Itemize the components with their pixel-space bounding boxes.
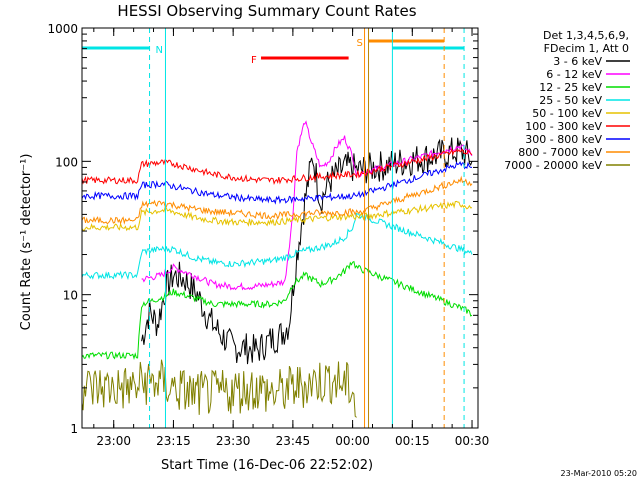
legend-entry-label: 800 - 7000 keV	[518, 146, 602, 159]
band-label-f: F	[251, 55, 257, 66]
timestamp: 23-Mar-2010 05:20	[561, 469, 638, 478]
legend-header-2: FDecim 1, Att 0	[544, 42, 629, 55]
series-line-1	[141, 137, 473, 365]
x-tick-label: 23:15	[156, 434, 191, 448]
legend-entry-label: 12 - 25 keV	[539, 81, 602, 94]
legend-entry-label: 300 - 800 keV	[525, 133, 602, 146]
x-tick-label: 00:30	[455, 434, 490, 448]
x-tick-label: 23:45	[276, 434, 311, 448]
x-axis-label: Start Time (16-Dec-06 22:52:02)	[161, 458, 373, 473]
x-tick-label: 00:15	[395, 434, 430, 448]
legend: Det 1,3,4,5,6,9,FDecim 1, Att 03 - 6 keV…	[504, 29, 630, 172]
legend-entry-label: 7000 - 20000 keV	[504, 159, 602, 172]
plot-area	[82, 120, 473, 418]
plot-frame	[81, 27, 479, 429]
legend-header-1: Det 1,3,4,5,6,9,	[543, 29, 629, 42]
y-tick-label: 1000	[47, 22, 78, 36]
y-tick-label: 10	[63, 289, 78, 303]
series-line-5	[82, 200, 473, 232]
x-tick-label: 23:00	[96, 434, 131, 448]
legend-entry-label: 3 - 6 keV	[553, 55, 602, 68]
series-line-7	[82, 160, 472, 205]
band-label-s: S	[357, 38, 363, 49]
chart-title: HESSI Observing Summary Count Rates	[117, 2, 416, 20]
y-axis-label: Count Rate (s⁻¹ detector⁻¹)	[19, 154, 34, 331]
legend-entry-label: 25 - 50 keV	[539, 94, 602, 107]
y-tick-label: 100	[55, 155, 78, 169]
x-tick-label: 23:30	[216, 434, 251, 448]
series-line-8	[82, 175, 473, 225]
legend-entry-label: 6 - 12 keV	[546, 68, 602, 81]
series-line-4	[82, 212, 473, 281]
x-tick-label: 00:00	[335, 434, 370, 448]
band-label-n: N	[156, 45, 163, 56]
series-line-2	[141, 120, 473, 291]
axes: N F S 23:00 23:15 23:30 23:45 00:00 00:15 00:30 1 1…	[47, 22, 489, 448]
legend-entry-label: 100 - 300 keV	[525, 120, 602, 133]
series-line-9	[82, 359, 357, 418]
series-line-3	[82, 260, 473, 360]
series-line-6	[82, 148, 473, 185]
legend-entry-label: 50 - 100 keV	[532, 107, 602, 120]
y-tick-label: 1	[70, 422, 78, 436]
